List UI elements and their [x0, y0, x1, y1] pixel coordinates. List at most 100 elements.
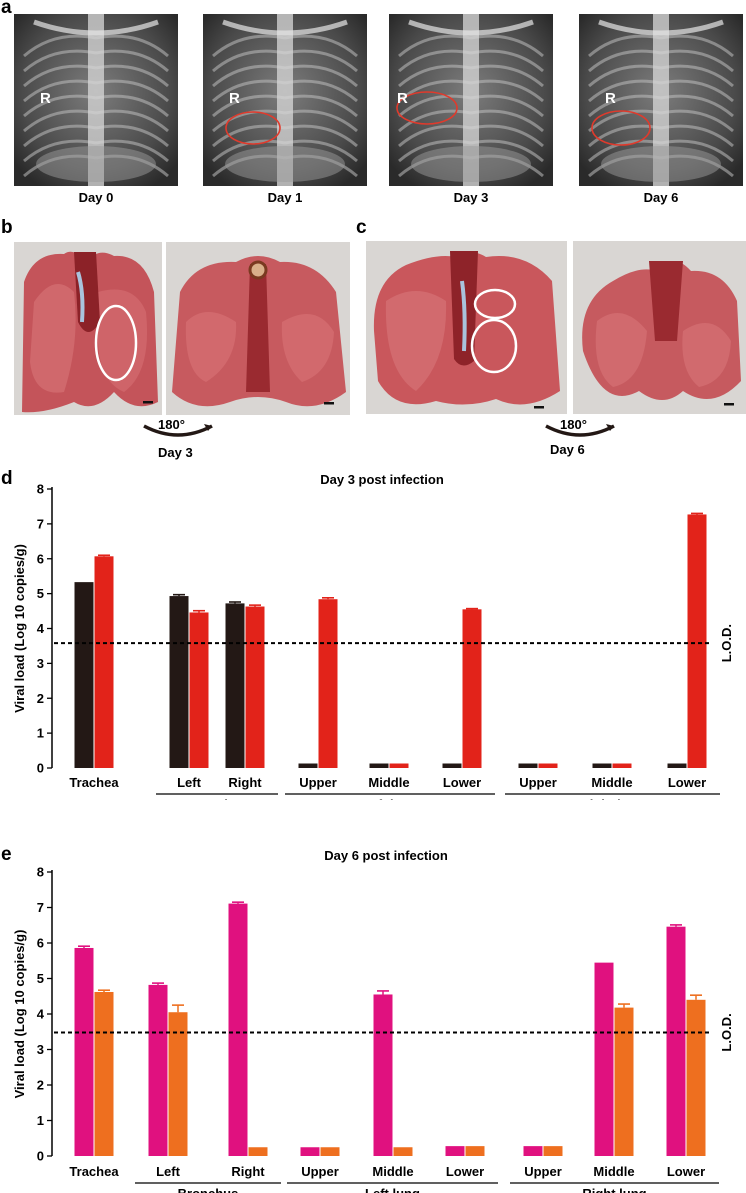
y-tick-label: 0: [37, 761, 44, 776]
y-tick-label: 3: [37, 656, 44, 671]
y-tick-label: 7: [37, 516, 44, 531]
bar-s2-left: [189, 612, 209, 768]
y-tick-label: 1: [37, 1113, 44, 1128]
bar-s2-lower: [686, 999, 706, 1156]
xray-caption: Day 0: [78, 190, 114, 205]
y-tick-label: 3: [37, 1042, 44, 1057]
panel-c-letter: c: [356, 217, 367, 238]
bar-s1-middle: [592, 764, 612, 768]
group-label: Bronchus: [187, 797, 248, 800]
chart-day6: Day 6 post infection 0 1 2 3 4 5 6 7 8 Viral load …: [0, 846, 746, 1193]
bar-s1-upper: [518, 764, 538, 768]
group-label: Right lung: [582, 1186, 646, 1193]
bar-s2-lower: [465, 1147, 485, 1156]
y-tick-label: 4: [37, 1007, 45, 1022]
category-label: Middle: [372, 1164, 413, 1179]
category-label: Lower: [667, 1164, 705, 1179]
bar-s1-lower: [445, 1147, 465, 1156]
category-label: Right: [231, 1164, 265, 1179]
xray-image-1: R: [14, 14, 178, 186]
bar-s1-upper: [523, 1147, 543, 1156]
category-label: Right: [228, 775, 262, 790]
y-tick-label: 8: [37, 865, 44, 880]
category-label: Trachea: [69, 1164, 119, 1179]
bar-s2-upper: [543, 1147, 563, 1156]
y-tick-label: 5: [37, 971, 44, 986]
group-label: Bronchus: [178, 1186, 239, 1193]
chart-title: Day 6 post infection: [324, 848, 448, 863]
xray-caption: Day 1: [267, 190, 303, 205]
category-label: Left: [177, 775, 202, 790]
lung-photo-day3-ventral: [14, 242, 162, 415]
group-label: Left lung: [365, 1186, 420, 1193]
bar-s1-upper: [300, 1148, 320, 1156]
bar-s2-middle: [389, 764, 409, 768]
bar-s1-right: [228, 903, 248, 1156]
bar-s2-middle: [612, 764, 632, 768]
xray-caption: Day 6: [643, 190, 679, 205]
bar-s2-right: [248, 1148, 268, 1156]
bar-s2-upper: [538, 764, 558, 768]
bar-s2-lower: [687, 514, 707, 768]
y-axis-label: Viral load (Log 10 copies/g): [12, 544, 27, 713]
bar-s1-middle: [594, 963, 614, 1156]
rotation-label-day6: 180°: [560, 417, 587, 432]
panel-b-letter: b: [1, 217, 13, 238]
lung-photo-day6-ventral: [366, 241, 567, 414]
y-axis-label: Viral load (Log 10 copies/g): [12, 930, 27, 1099]
y-tick-label: 8: [37, 482, 44, 497]
right-side-marker: R: [229, 90, 240, 107]
group-label: Left lung: [363, 797, 418, 800]
chart-day3: Day 3 post infection 0 1 2 3 4 5 6 7 8 Viral load …: [0, 470, 746, 800]
day-label-day6: Day 6: [550, 442, 585, 457]
right-side-marker: R: [40, 90, 51, 107]
day-label-day3: Day 3: [158, 445, 193, 460]
panel-a-letter: a: [1, 0, 12, 18]
y-tick-label: 1: [37, 726, 44, 741]
category-label: Middle: [368, 775, 409, 790]
bar-s2-middle: [614, 1007, 634, 1156]
bar-s2-right: [245, 606, 265, 768]
rotate-arrow-day6: [545, 424, 615, 437]
bar-s2-lower: [462, 609, 482, 768]
category-label: Lower: [668, 775, 706, 790]
lung-photo-day3-dorsal: [166, 242, 350, 415]
bar-s1-lower: [442, 764, 462, 768]
bar-s2-trachea: [94, 991, 114, 1156]
bar-s1-left: [148, 984, 168, 1156]
lesion-circle: [591, 110, 651, 146]
rotate-arrow-day3: [143, 424, 213, 437]
bar-s1-middle: [369, 764, 389, 768]
bar-s1-trachea: [74, 583, 94, 768]
bar-s2-trachea: [94, 556, 114, 768]
y-tick-label: 2: [37, 691, 44, 706]
xray-caption: Day 3: [453, 190, 489, 205]
y-tick-label: 0: [37, 1149, 44, 1164]
bar-s1-right: [225, 603, 245, 768]
category-label: Trachea: [69, 775, 119, 790]
lod-label: L.O.D.: [719, 624, 734, 662]
right-side-marker: R: [605, 90, 616, 107]
panel-d-letter: d: [1, 468, 13, 489]
bar-s1-lower: [667, 764, 687, 768]
panel-e-letter: e: [1, 844, 12, 865]
lesion-circle: [396, 91, 458, 125]
bar-s2-left: [168, 1012, 188, 1156]
group-label: Right lung: [580, 797, 644, 800]
category-label: Lower: [443, 775, 481, 790]
bar-s1-middle: [373, 994, 393, 1156]
lod-label: L.O.D.: [719, 1013, 734, 1051]
bar-s2-upper: [318, 599, 338, 768]
category-label: Middle: [593, 1164, 634, 1179]
xray-image-4: R: [579, 14, 743, 186]
category-label: Upper: [519, 775, 557, 790]
category-label: Left: [156, 1164, 181, 1179]
category-label: Lower: [446, 1164, 484, 1179]
bar-s2-middle: [393, 1148, 413, 1156]
y-tick-label: 6: [37, 936, 44, 951]
xray-image-2: R: [203, 14, 367, 186]
bar-s2-upper: [320, 1148, 340, 1156]
bar-s1-left: [169, 596, 189, 768]
category-label: Upper: [524, 1164, 562, 1179]
category-label: Upper: [301, 1164, 339, 1179]
